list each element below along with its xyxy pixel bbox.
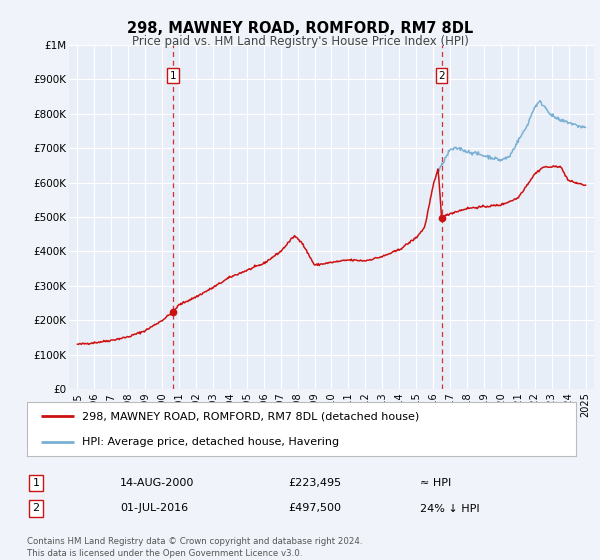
Text: 2: 2 (438, 71, 445, 81)
Text: £497,500: £497,500 (288, 503, 341, 514)
Text: 1: 1 (169, 71, 176, 81)
Text: 298, MAWNEY ROAD, ROMFORD, RM7 8DL (detached house): 298, MAWNEY ROAD, ROMFORD, RM7 8DL (deta… (82, 412, 419, 421)
Text: 298, MAWNEY ROAD, ROMFORD, RM7 8DL: 298, MAWNEY ROAD, ROMFORD, RM7 8DL (127, 21, 473, 36)
Text: 1: 1 (32, 478, 40, 488)
Text: ≈ HPI: ≈ HPI (420, 478, 451, 488)
Text: 2: 2 (32, 503, 40, 514)
Text: Price paid vs. HM Land Registry's House Price Index (HPI): Price paid vs. HM Land Registry's House … (131, 35, 469, 48)
Text: 14-AUG-2000: 14-AUG-2000 (120, 478, 194, 488)
Text: 01-JUL-2016: 01-JUL-2016 (120, 503, 188, 514)
Text: Contains HM Land Registry data © Crown copyright and database right 2024.
This d: Contains HM Land Registry data © Crown c… (27, 537, 362, 558)
Text: 24% ↓ HPI: 24% ↓ HPI (420, 503, 479, 514)
Text: HPI: Average price, detached house, Havering: HPI: Average price, detached house, Have… (82, 437, 339, 446)
Text: £223,495: £223,495 (288, 478, 341, 488)
